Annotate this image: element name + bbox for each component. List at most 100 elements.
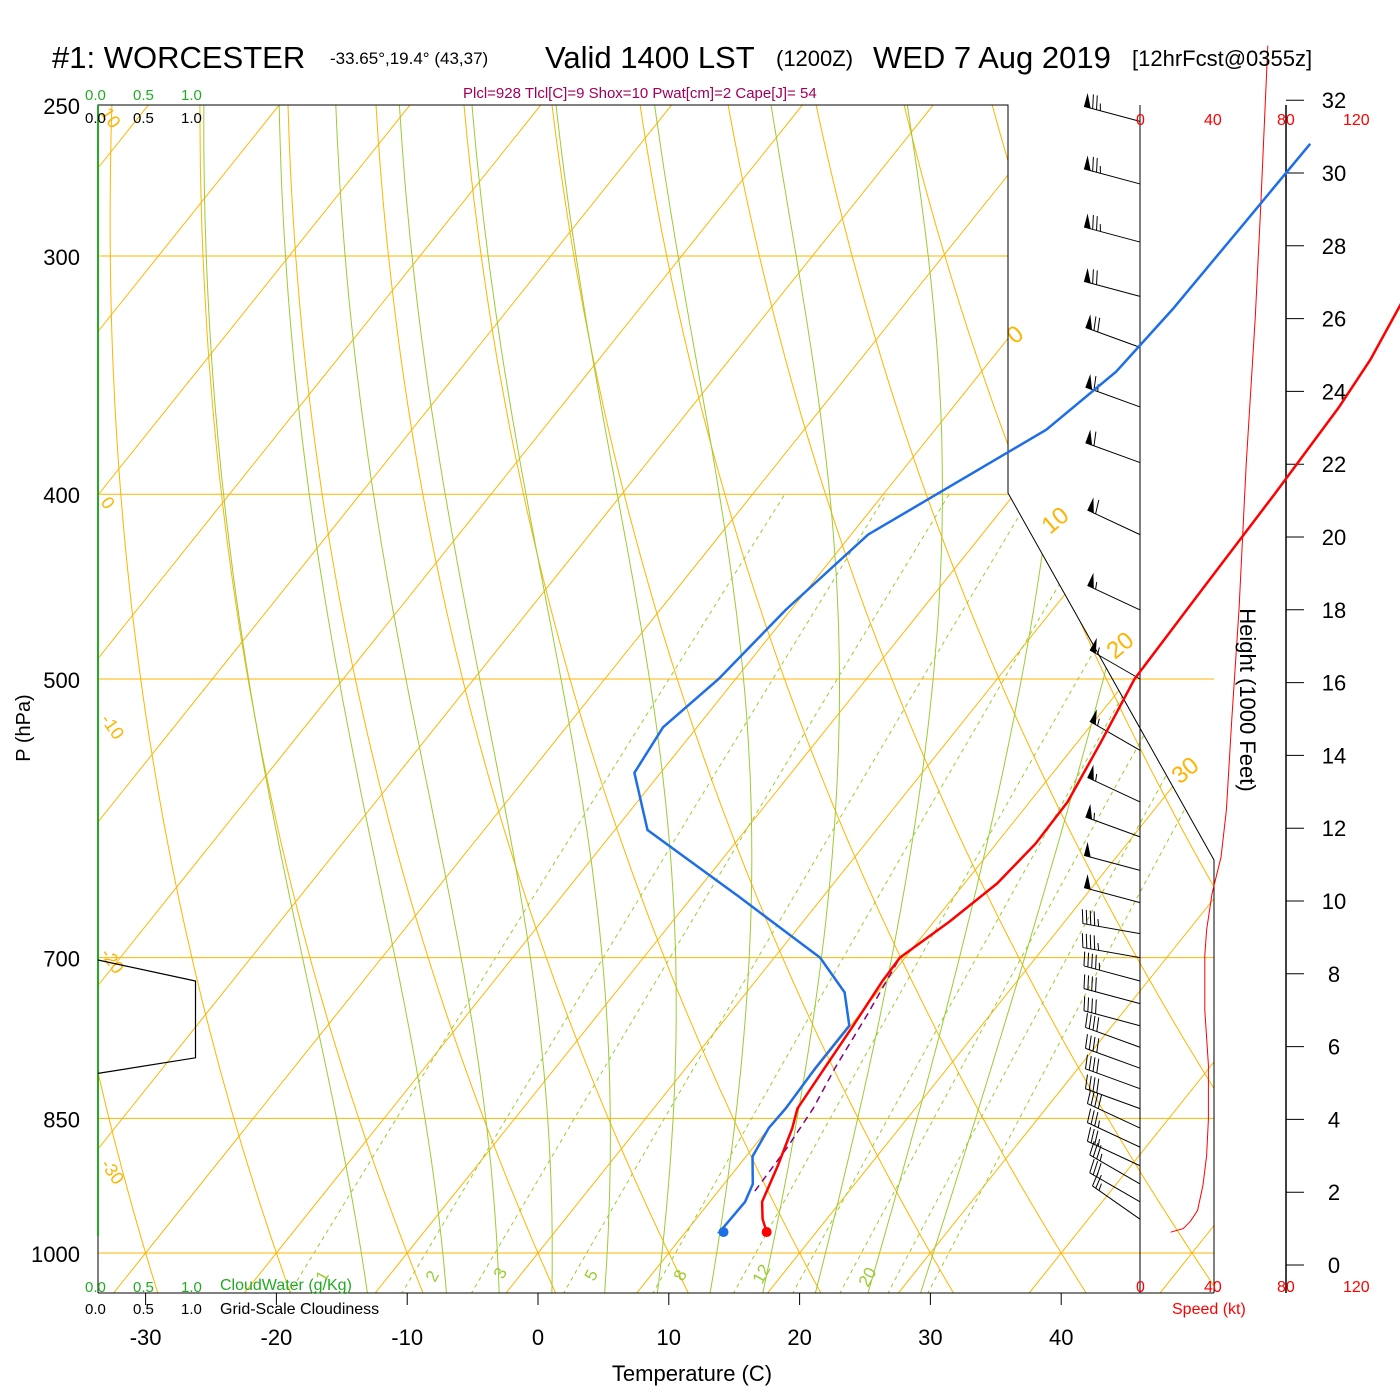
surface-dewpoint-marker — [718, 1227, 729, 1238]
wind-barb-staff — [1083, 965, 1141, 982]
wind-barb-staff — [1087, 776, 1141, 803]
wind-barb-full — [1089, 934, 1092, 949]
wind-barb-full — [1086, 1127, 1092, 1142]
isotherm-line — [98, 105, 961, 1293]
wind-barb-full — [1087, 997, 1090, 1012]
wind-barb — [1089, 1158, 1141, 1203]
cloud-water-tick-0-top: 0.0 — [85, 87, 106, 104]
wind-barbs — [1081, 92, 1141, 1220]
wind-barb — [1087, 572, 1141, 611]
x-tick-label: -20 — [261, 1325, 293, 1350]
wind-barb — [1085, 1034, 1141, 1069]
wind-barb-staff — [1087, 509, 1141, 536]
isotherms — [0, 71, 1214, 1301]
wind-barb — [1087, 497, 1141, 536]
cloud-water-tick-0-bottom: 0.0 — [85, 1279, 106, 1296]
dry-adiabat-label: 30 — [1167, 752, 1205, 790]
cloud-water-tick-2-top: 1.0 — [181, 87, 202, 104]
wind-barb-full — [1096, 1145, 1102, 1160]
wind-barb-full — [1085, 1054, 1088, 1069]
moist-adiabat-line — [468, 105, 611, 1293]
speed-axis-label: Speed (kt) — [1172, 1301, 1246, 1318]
dry-adiabat-label: 20 — [1102, 627, 1140, 665]
wind-barb-full — [1090, 1110, 1095, 1125]
wind-barb-staff — [1083, 226, 1141, 243]
moist-adiabat-line — [334, 105, 500, 1293]
pressure-tick-label: 400 — [43, 483, 80, 508]
height-tick-label: 30 — [1322, 161, 1346, 186]
wind-barb-staff — [1083, 105, 1141, 122]
wind-barb-full — [1095, 954, 1097, 970]
wind-barb-staff — [1089, 649, 1141, 680]
wind-barb-flag — [1084, 874, 1091, 890]
wind-barb-full — [1092, 215, 1094, 230]
cloud-water-tick-1-top: 0.5 — [133, 87, 154, 104]
wind-barb-full — [1092, 1057, 1096, 1072]
wind-barb-full — [1096, 270, 1098, 285]
moist-adiabat-line — [278, 105, 448, 1293]
wind-barb-full — [1085, 1034, 1088, 1049]
wind-barb — [1083, 213, 1141, 243]
cloudiness-label: Grid-Scale Cloudiness — [220, 1301, 379, 1318]
wind-barb — [1083, 92, 1141, 122]
wind-barb — [1083, 874, 1141, 904]
wind-barb-full — [1093, 431, 1097, 446]
x-tick-label: 20 — [787, 1325, 811, 1350]
wind-barb-staff — [1083, 280, 1141, 297]
isotherm-line — [0, 71, 45, 1301]
surface-temperature-marker — [761, 1227, 772, 1238]
cloud-water-tick-2-bottom: 1.0 — [181, 1279, 202, 1296]
wind-barb-staff — [1083, 168, 1141, 185]
speed-tick-2-bottom: 80 — [1277, 1279, 1295, 1296]
wind-barb-full — [1096, 1017, 1100, 1032]
wind-barb-half — [1095, 773, 1098, 782]
height-tick-label: 0 — [1328, 1253, 1340, 1278]
wind-barb-staff — [1083, 887, 1141, 904]
height-tick-label: 26 — [1322, 307, 1346, 332]
x-tick-label: -10 — [391, 1325, 423, 1350]
isotherm-line — [760, 105, 1214, 1293]
x-axis-ticks: -30 -20 -10 0 10 20 30 40 — [130, 1293, 1073, 1350]
wind-barb — [1083, 974, 1141, 1005]
height-axis-title: Height (1000 Feet) — [1235, 608, 1260, 791]
speed-tick-0-top: 0 — [1136, 112, 1145, 129]
temperature-trace — [760, 303, 1400, 1238]
wind-barb-full — [1090, 1091, 1095, 1106]
dry-adiabat-line — [1156, 105, 1214, 1293]
wind-barb-staff — [1089, 720, 1141, 751]
x-axis-title: Temperature (C) — [612, 1361, 772, 1386]
wind-barb-full — [1093, 316, 1097, 331]
wind-barb-full — [1088, 1075, 1092, 1091]
wind-barb-flag — [1089, 637, 1097, 654]
wind-barb-full — [1092, 1036, 1096, 1052]
pressure-tick-label: 300 — [43, 245, 80, 270]
wind-barb-full — [1088, 1035, 1092, 1050]
wind-barb-half — [1098, 1183, 1102, 1191]
wind-barb — [1089, 709, 1141, 751]
wind-barb-full — [1090, 1128, 1095, 1144]
mixing-ratio-line — [728, 493, 1185, 1293]
wind-barb-full — [1094, 1130, 1099, 1145]
mixing-ratio-line — [284, 493, 786, 1293]
cloud-water-tick-1-bottom: 0.5 — [133, 1279, 154, 1296]
x-tick-label: 40 — [1049, 1325, 1073, 1350]
parcel-line — [754, 957, 901, 1192]
wind-barb-full — [1095, 499, 1100, 515]
cloud-water-label: CloudWater (g/Kg) — [220, 1277, 352, 1294]
height-tick-label: 28 — [1322, 234, 1346, 259]
wind-barb-half — [1097, 943, 1100, 951]
cloudiness-tick-2-top: 1.0 — [181, 110, 202, 127]
wind-barb-flag — [1084, 213, 1091, 229]
wind-barb-full — [1091, 976, 1093, 991]
wind-barb-full — [1092, 94, 1094, 109]
dry-adiabat-line — [199, 105, 427, 1293]
height-tick-label: 18 — [1322, 598, 1346, 623]
dewpoint-trace — [633, 143, 1312, 1238]
cloudiness-tick-1-top: 0.5 — [133, 110, 154, 127]
height-tick-label: 14 — [1322, 743, 1346, 768]
wind-barb-full — [1096, 1058, 1100, 1073]
moist-adiabat-line — [812, 105, 943, 1293]
wind-barb-full — [1095, 999, 1097, 1014]
isotherm-line — [98, 105, 307, 1293]
